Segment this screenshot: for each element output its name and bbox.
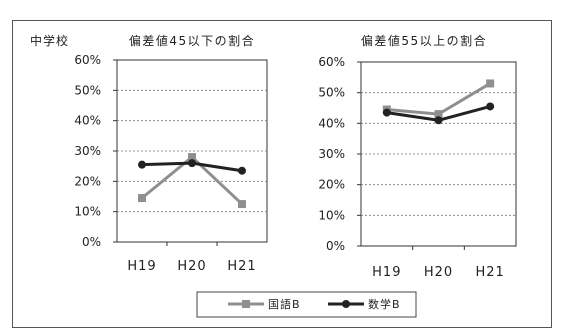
legend-square-marker xyxy=(242,300,250,308)
point-sugaku-b xyxy=(486,102,495,111)
y-tick-label: 20% xyxy=(74,174,101,188)
y-tick-label: 0% xyxy=(326,239,345,253)
point-sugaku-b xyxy=(434,116,443,125)
chart-left: 偏差値45以下の割合 0% 10% 20% 30% 40% 50% 60% H19 H20 H21 xyxy=(74,33,268,274)
x-tick-label: H21 xyxy=(476,265,505,280)
point-kokugo-b xyxy=(486,79,495,88)
legend-label: 国語B xyxy=(268,297,301,311)
chart-title-left: 偏差値45以下の割合 xyxy=(129,33,255,48)
chart-right: 偏差値55以上の割合 0% 10% 20% 30% 40% 50% 60% H19 H20 H21 xyxy=(318,33,517,280)
y-tick-label: 0% xyxy=(82,235,101,249)
point-kokugo-b xyxy=(434,110,443,119)
legend-circle-marker xyxy=(342,300,350,308)
x-tick-label: H20 xyxy=(177,259,206,274)
x-tick-label: H19 xyxy=(127,259,156,274)
school-label: 中学校 xyxy=(30,33,69,48)
y-tick-label: 40% xyxy=(74,114,101,128)
y-tick-label: 20% xyxy=(318,178,345,192)
x-tick-label: H21 xyxy=(227,259,256,274)
plot-area-left xyxy=(116,59,268,243)
point-sugaku-b xyxy=(188,159,196,168)
point-sugaku-b xyxy=(382,108,391,117)
point-sugaku-b xyxy=(238,166,246,175)
y-tick-label: 50% xyxy=(74,83,101,97)
y-tick-label: 60% xyxy=(318,55,345,69)
y-tick-label: 60% xyxy=(74,53,101,67)
legend: 国語B 数学B xyxy=(196,291,417,318)
chart-title-right: 偏差値55以上の割合 xyxy=(361,33,487,48)
y-tick-label: 10% xyxy=(318,208,345,222)
point-kokugo-b xyxy=(238,200,246,209)
legend-label: 数学B xyxy=(368,297,401,311)
y-tick-label: 10% xyxy=(74,205,101,219)
y-tick-label: 30% xyxy=(74,144,101,158)
x-tick-label: H19 xyxy=(372,265,401,280)
y-tick-label: 40% xyxy=(318,116,345,130)
y-tick-label: 30% xyxy=(318,147,345,161)
point-kokugo-b xyxy=(138,194,146,203)
y-tick-label: 50% xyxy=(318,86,345,100)
point-kokugo-b xyxy=(188,153,196,162)
point-sugaku-b xyxy=(138,160,146,169)
x-tick-label: H20 xyxy=(424,265,453,280)
figure-frame xyxy=(12,20,552,328)
